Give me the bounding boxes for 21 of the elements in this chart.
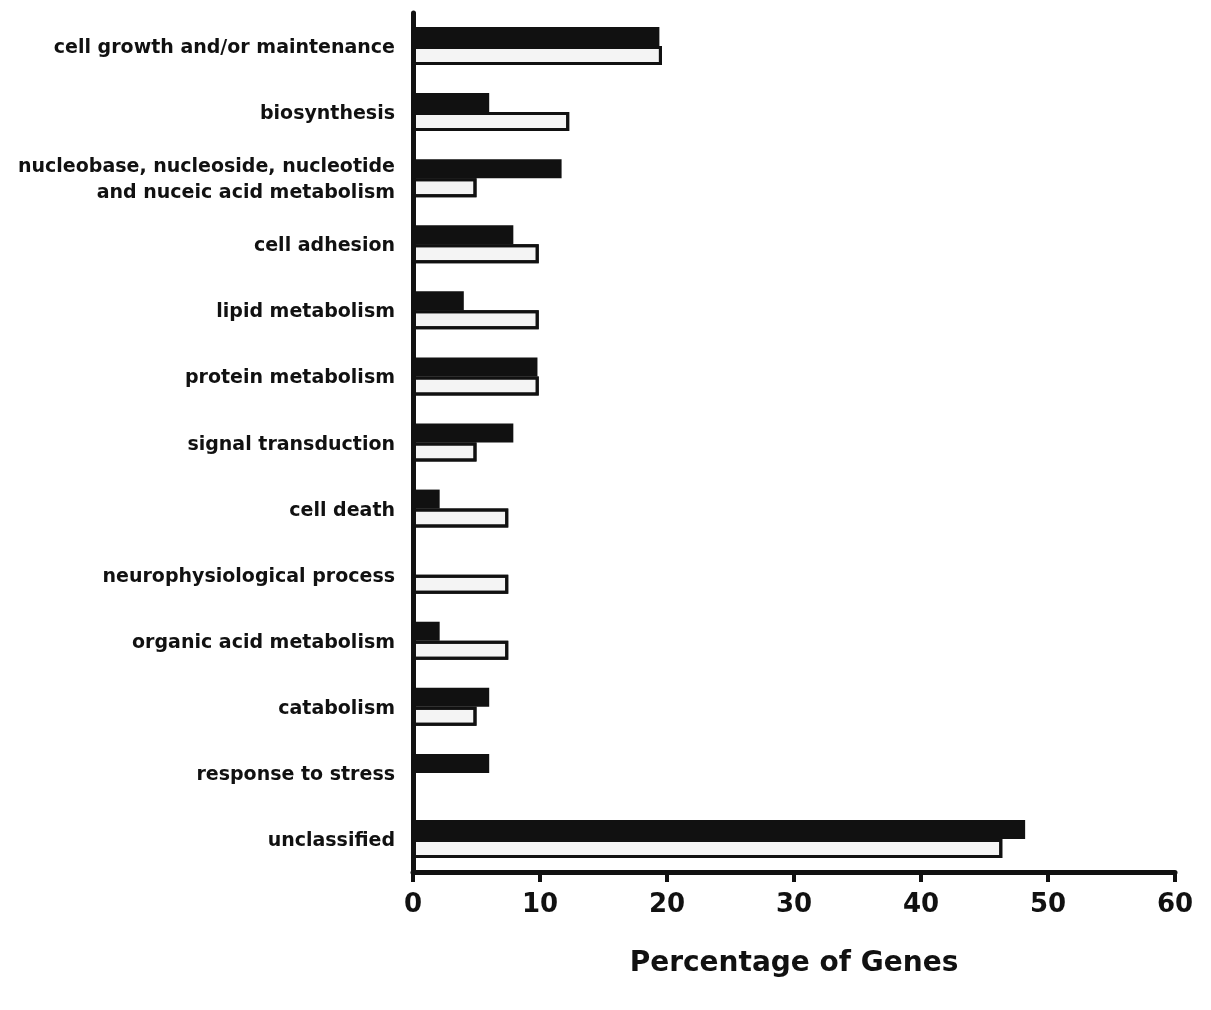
y-tick-label: response to stress: [196, 761, 395, 784]
y-tick-label: cell adhesion: [253, 233, 395, 256]
y-tick-label: nucleobase, nucleoside, nucleotide and nuceic acid metabolism: [18, 154, 395, 203]
x-tick-label: 60: [1156, 888, 1194, 918]
x-tick-label: 40: [902, 888, 940, 918]
x-tick-label: 20: [648, 888, 686, 918]
y-tick-label: cell death: [289, 497, 395, 520]
x-axis-title: Percentage of Genes: [629, 944, 959, 978]
y-tick-label: biosynthesis: [259, 101, 395, 124]
y-tick-label: signal transduction: [187, 431, 395, 454]
x-tick-label: 30: [775, 888, 813, 918]
y-tick-label: protein metabolism: [184, 365, 395, 388]
y-tick-label: cell growth and/or maintenance: [53, 35, 395, 58]
y-tick-label: neurophysiological process: [102, 563, 395, 586]
x-tick-label: 10: [521, 888, 559, 918]
x-tick-label: 0: [403, 888, 423, 918]
y-tick-label: catabolism: [278, 695, 395, 718]
y-tick-label: lipid metabolism: [216, 299, 395, 322]
x-tick-label: 50: [1029, 888, 1067, 918]
y-tick-label: unclassified: [267, 827, 395, 850]
y-tick-label: organic acid metabolism: [132, 629, 395, 652]
